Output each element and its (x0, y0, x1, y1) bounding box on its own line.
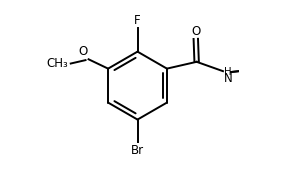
Text: CH₃: CH₃ (47, 57, 68, 70)
Text: H: H (224, 67, 231, 77)
Text: Br: Br (131, 143, 144, 156)
Text: N: N (224, 72, 232, 85)
Text: O: O (79, 45, 88, 58)
Text: F: F (134, 14, 141, 27)
Text: O: O (191, 25, 200, 38)
